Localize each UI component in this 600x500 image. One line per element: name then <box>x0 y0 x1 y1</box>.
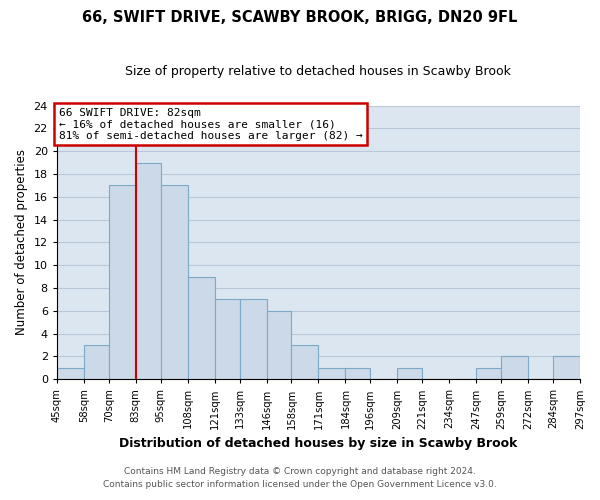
Y-axis label: Number of detached properties: Number of detached properties <box>15 150 28 336</box>
Bar <box>188 276 215 380</box>
Text: Contains HM Land Registry data © Crown copyright and database right 2024.
Contai: Contains HM Land Registry data © Crown c… <box>103 468 497 489</box>
Text: 66 SWIFT DRIVE: 82sqm
← 16% of detached houses are smaller (16)
81% of semi-deta: 66 SWIFT DRIVE: 82sqm ← 16% of detached … <box>59 108 362 141</box>
Bar <box>161 186 188 380</box>
Bar <box>215 300 239 380</box>
Bar <box>266 311 292 380</box>
Text: 66, SWIFT DRIVE, SCAWBY BROOK, BRIGG, DN20 9FL: 66, SWIFT DRIVE, SCAWBY BROOK, BRIGG, DN… <box>82 10 518 25</box>
Bar <box>319 368 346 380</box>
Title: Size of property relative to detached houses in Scawby Brook: Size of property relative to detached ho… <box>125 65 511 78</box>
Bar <box>346 368 370 380</box>
Bar <box>292 345 319 380</box>
Bar <box>397 368 422 380</box>
Bar <box>476 368 501 380</box>
Bar <box>553 356 580 380</box>
Bar <box>109 186 136 380</box>
Bar <box>84 345 109 380</box>
Bar <box>57 368 84 380</box>
Bar <box>239 300 266 380</box>
X-axis label: Distribution of detached houses by size in Scawby Brook: Distribution of detached houses by size … <box>119 437 518 450</box>
Bar <box>136 162 161 380</box>
Bar <box>501 356 528 380</box>
